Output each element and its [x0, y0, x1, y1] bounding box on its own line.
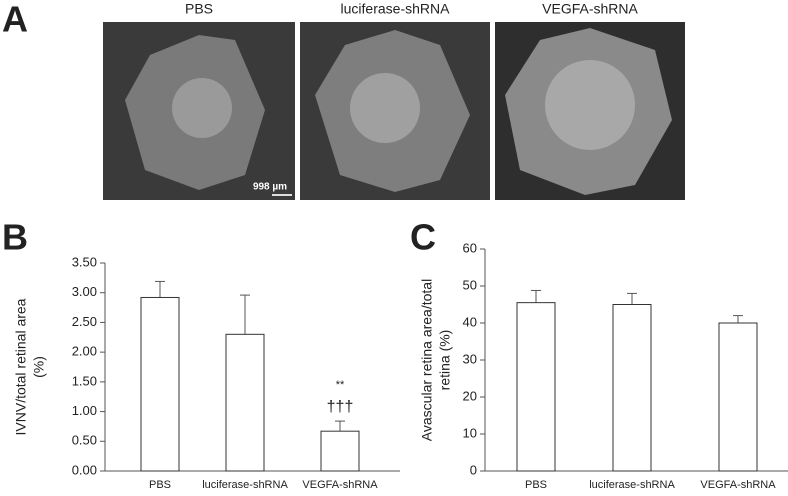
- y-axis-title: Avascular retina area/total: [419, 279, 435, 441]
- y-axis-title: retina (%): [437, 330, 453, 391]
- x-tick-label: PBS: [525, 479, 547, 491]
- bar: [516, 302, 556, 472]
- x-tick-label: luciferase-shRNA: [589, 479, 675, 491]
- panel-label: C: [410, 217, 436, 258]
- significance-mark: †††: [327, 398, 354, 415]
- y-tick-label: 2.50: [72, 314, 97, 329]
- panel-a-images: [103, 22, 685, 200]
- x-tick-label: VEGFA-shRNA: [700, 479, 776, 491]
- y-tick-label: 3.00: [72, 284, 97, 299]
- y-tick-label: 0: [470, 462, 477, 477]
- x-tick-label: VEGFA-shRNA: [302, 479, 378, 491]
- y-tick-label: 30: [463, 351, 477, 366]
- image-title: VEGFA-shRNA: [542, 1, 638, 17]
- y-tick-label: 3.50: [72, 254, 97, 269]
- scale-bar-label: 998 µm: [253, 182, 287, 193]
- bar: [718, 322, 758, 472]
- y-axis-title: IVNV/total retinal area: [13, 298, 29, 435]
- bar: [612, 304, 652, 472]
- y-axis-title: (%): [31, 356, 47, 378]
- image-title: PBS: [185, 1, 213, 17]
- y-tick-label: 2.00: [72, 344, 97, 359]
- retina-center: [172, 78, 232, 138]
- bar: [225, 333, 265, 472]
- panel-label: A: [2, 0, 28, 40]
- image-title: luciferase-shRNA: [341, 1, 451, 17]
- y-tick-label: 1.00: [72, 403, 97, 418]
- retina-center: [545, 60, 635, 150]
- x-tick-label: PBS: [149, 479, 171, 491]
- y-tick-label: 0.00: [72, 462, 97, 477]
- y-tick-label: 20: [463, 388, 477, 403]
- y-tick-label: 50: [463, 277, 477, 292]
- retina-center: [350, 73, 420, 143]
- panel-label: B: [2, 217, 28, 258]
- bar: [140, 296, 180, 472]
- y-tick-label: 60: [463, 240, 477, 255]
- x-tick-label: luciferase-shRNA: [202, 479, 288, 491]
- y-tick-label: 0.50: [72, 433, 97, 448]
- bar: [320, 430, 360, 472]
- y-tick-label: 1.50: [72, 373, 97, 388]
- significance-mark: **: [336, 379, 345, 391]
- y-tick-label: 10: [463, 425, 477, 440]
- y-tick-label: 40: [463, 314, 477, 329]
